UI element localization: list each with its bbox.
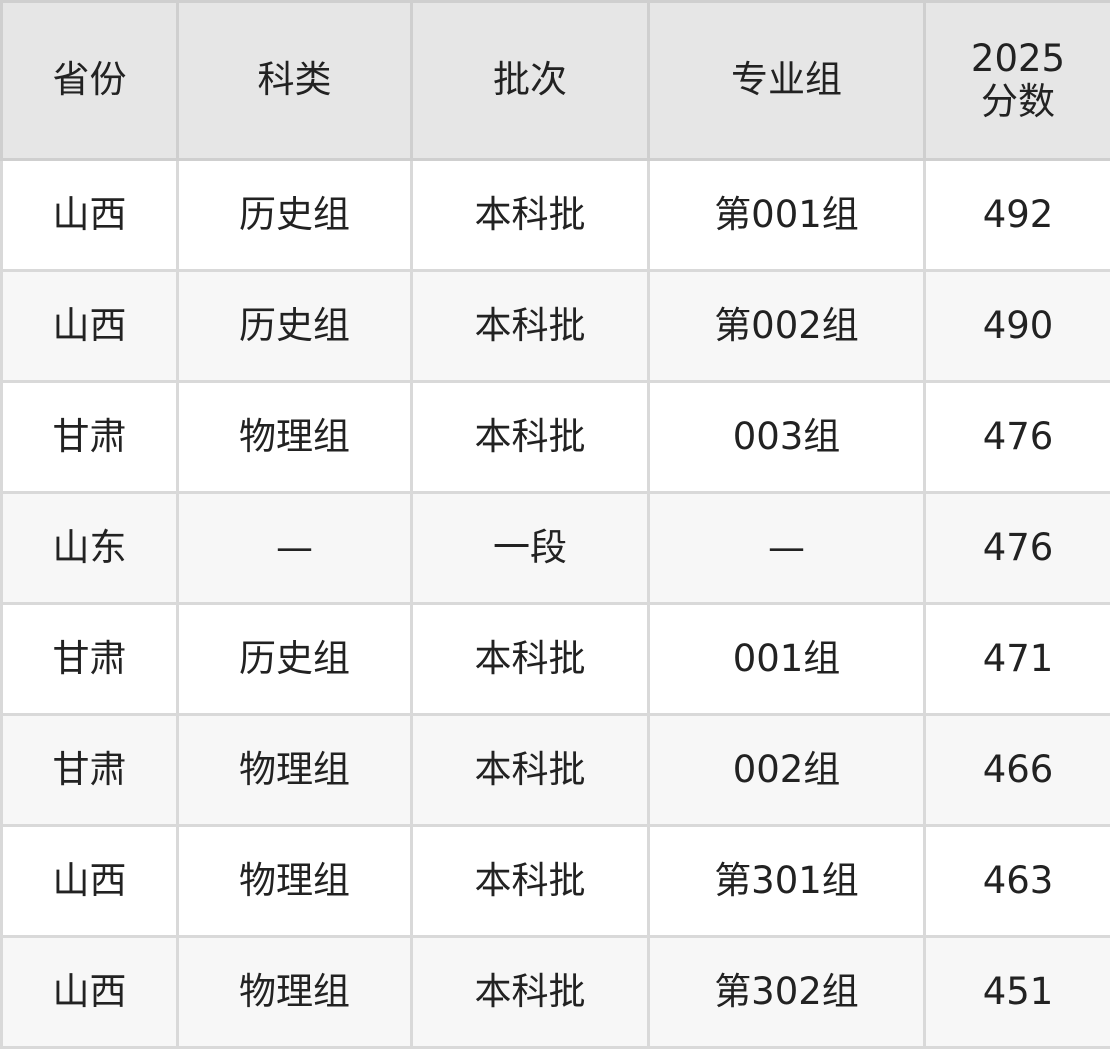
cell-major-group: 第302组 — [647, 935, 926, 1049]
cell-batch: 一段 — [410, 491, 650, 605]
cell-batch: 本科批 — [410, 935, 650, 1049]
cell-province: 山西 — [0, 269, 179, 383]
cell-major-group: 001组 — [647, 602, 926, 716]
cell-major-group: 003组 — [647, 380, 926, 494]
cell-subject: 物理组 — [176, 380, 413, 494]
table-row: 山西 物理组 本科批 第301组 463 — [0, 824, 1110, 938]
cell-batch: 本科批 — [410, 158, 650, 272]
cell-score: 471 — [923, 602, 1110, 716]
cell-score: 476 — [923, 380, 1110, 494]
cell-subject: — — [176, 491, 413, 605]
header-score: 2025 分数 — [923, 0, 1110, 161]
cell-province: 山西 — [0, 935, 179, 1049]
cell-batch: 本科批 — [410, 269, 650, 383]
cell-major-group: 第002组 — [647, 269, 926, 383]
cell-province: 甘肃 — [0, 713, 179, 827]
header-batch: 批次 — [410, 0, 650, 161]
cell-subject: 物理组 — [176, 824, 413, 938]
cell-major-group: 002组 — [647, 713, 926, 827]
cell-score: 463 — [923, 824, 1110, 938]
header-subject: 科类 — [176, 0, 413, 161]
cell-major-group: 第301组 — [647, 824, 926, 938]
cell-batch: 本科批 — [410, 713, 650, 827]
cell-province: 山东 — [0, 491, 179, 605]
cell-score: 451 — [923, 935, 1110, 1049]
cell-major-group: — — [647, 491, 926, 605]
cell-province: 山西 — [0, 158, 179, 272]
cell-subject: 物理组 — [176, 713, 413, 827]
cell-score: 476 — [923, 491, 1110, 605]
table-row: 山东 — 一段 —476 — [0, 491, 1110, 605]
header-major-group: 专业组 — [647, 0, 926, 161]
cell-subject: 历史组 — [176, 269, 413, 383]
table-row: 山西 历史组 本科批 第002组 490 — [0, 269, 1110, 383]
header-row: 省份 科类 批次 专业组 2025 分数 — [0, 0, 1110, 161]
table-row: 甘肃 物理组 本科批 002组 466 — [0, 713, 1110, 827]
header-score-year: 2025 — [970, 36, 1066, 80]
cell-score: 466 — [923, 713, 1110, 827]
cell-batch: 本科批 — [410, 824, 650, 938]
table-row: 甘肃 历史组 本科批 001组 471 — [0, 602, 1110, 716]
cell-subject: 物理组 — [176, 935, 413, 1049]
cell-province: 甘肃 — [0, 602, 179, 716]
header-score-label: 分数 — [981, 79, 1055, 123]
cell-score: 490 — [923, 269, 1110, 383]
header-province: 省份 — [0, 0, 179, 161]
cell-province: 山西 — [0, 824, 179, 938]
table-row: 山西 物理组 本科批 第302组 451 — [0, 935, 1110, 1049]
cell-subject: 历史组 — [176, 158, 413, 272]
table-row: 山西 历史组 本科批 第001组 492 — [0, 158, 1110, 272]
cell-major-group: 第001组 — [647, 158, 926, 272]
cell-subject: 历史组 — [176, 602, 413, 716]
cell-batch: 本科批 — [410, 380, 650, 494]
table-row: 甘肃 物理组 本科批 003组 476 — [0, 380, 1110, 494]
cell-score: 492 — [923, 158, 1110, 272]
cell-province: 甘肃 — [0, 380, 179, 494]
cell-batch: 本科批 — [410, 602, 650, 716]
